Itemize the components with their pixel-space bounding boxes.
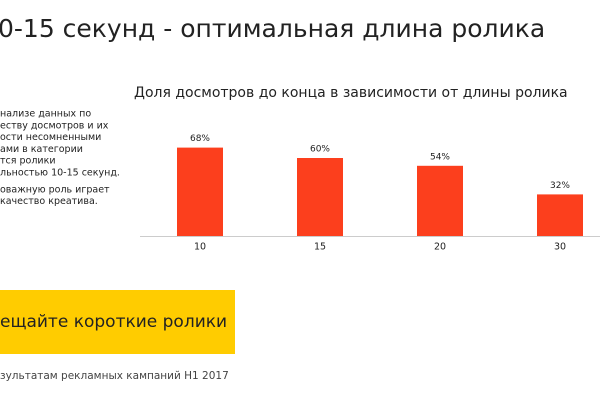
data-label: 54% <box>430 152 450 162</box>
body-text: качество креатива. <box>0 196 98 207</box>
cta-button[interactable] <box>0 290 235 354</box>
bar <box>537 194 583 236</box>
body-text: оважную роль играет <box>0 184 110 195</box>
body-text: нализе данных по <box>0 109 91 120</box>
x-tick-label: 15 <box>314 242 326 253</box>
bar <box>297 158 343 236</box>
x-tick-label: 10 <box>194 242 206 253</box>
data-label: 68% <box>190 134 210 144</box>
chart-title: Доля досмотров до конца в зависимости от… <box>134 85 568 101</box>
x-tick-label: 20 <box>434 242 446 253</box>
cta-label[interactable]: ещайте короткие ролики <box>0 312 227 332</box>
data-label: 60% <box>310 145 330 155</box>
bar <box>417 165 463 236</box>
footnote: зультатам рекламных кампаний H1 2017 <box>0 370 229 382</box>
x-tick-label: 30 <box>554 242 566 253</box>
data-label: 32% <box>550 181 570 191</box>
body-text: ами в категории <box>0 144 83 155</box>
body-text: еству досмотров и их <box>0 120 109 131</box>
body-text: льностью 10-15 секунд. <box>0 168 120 179</box>
bar <box>177 147 223 236</box>
slide-heading: 0-15 секунд - оптимальная длина ролика <box>0 14 545 43</box>
body-text: ости несомненными <box>0 132 101 143</box>
body-text: тся ролики <box>0 156 56 167</box>
